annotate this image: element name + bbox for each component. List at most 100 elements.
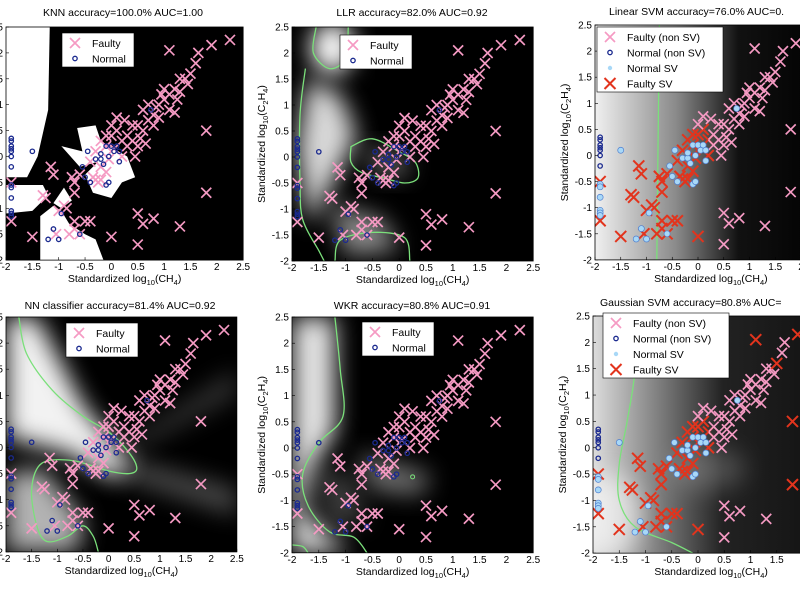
faulty-point <box>712 118 725 130</box>
faulty-point <box>339 497 352 509</box>
y-tick-label: 2 <box>0 48 3 59</box>
faulty-point <box>482 47 494 59</box>
faulty-point <box>100 140 112 152</box>
faulty-point <box>452 44 464 57</box>
faulty-sv-point <box>649 520 663 534</box>
x-tick-label: 0 <box>106 554 112 565</box>
faulty-point <box>195 415 207 428</box>
faulty-point <box>739 402 751 414</box>
axes-frame <box>5 316 238 553</box>
normal-legend-marker <box>350 57 356 64</box>
normal-point <box>436 397 443 404</box>
faulty-point <box>144 410 156 422</box>
normal-sv-point <box>631 528 639 536</box>
y-tick-label: -1.5 <box>0 521 3 532</box>
faulty-point <box>356 187 368 200</box>
y-tick-label: 0 <box>584 443 590 454</box>
faulty-point <box>444 88 456 101</box>
normal-point <box>74 522 81 529</box>
faulty-point <box>790 37 800 49</box>
legend-label: Normal (non SV) <box>633 334 711 346</box>
y-tick-label: 1 <box>283 391 289 402</box>
normal-point <box>294 455 301 462</box>
faulty-point <box>726 428 738 441</box>
y-tick-label: -1 <box>581 496 590 507</box>
x-axis-label-part: (CH <box>742 566 761 578</box>
y-tick-label: 0 <box>0 152 3 163</box>
faulty-point <box>292 216 303 228</box>
legend: Faulty Normal <box>361 321 435 357</box>
x-tick-label: 1 <box>157 554 163 565</box>
faulty-point <box>326 192 338 205</box>
faulty-point <box>734 410 746 422</box>
y-tick-label: 2 <box>283 49 289 60</box>
x-tick-label: -1.5 <box>310 555 328 566</box>
faulty-point <box>38 483 51 495</box>
normal-point <box>113 439 120 446</box>
normal-sv-point <box>617 146 625 154</box>
faulty-point <box>495 329 507 341</box>
x-axis-label: Standardized log10(CH4) <box>65 565 179 579</box>
y-axis-label-part: H <box>557 383 569 391</box>
faulty-point <box>409 140 421 153</box>
faulty-point <box>26 522 38 535</box>
faulty-point <box>177 368 189 381</box>
normal-point <box>294 473 301 480</box>
faulty-point <box>406 114 419 127</box>
y-axis-label: Standardized log10(C2H4) <box>256 376 270 494</box>
normal-point <box>372 148 378 155</box>
normal-point <box>385 447 392 454</box>
faulty-point <box>393 410 405 423</box>
decision-region <box>6 468 83 552</box>
faulty-point <box>444 379 456 391</box>
faulty-point <box>463 221 475 233</box>
normal-sv-point <box>702 439 710 446</box>
plot-area <box>292 27 534 261</box>
normal-point <box>294 148 301 155</box>
x-tick-label: 0 <box>695 262 701 273</box>
axes-frame <box>594 24 800 261</box>
y-tick-label: 0.5 <box>275 127 289 138</box>
x-tick-label: -1 <box>642 262 651 273</box>
normal-point <box>8 439 14 446</box>
y-tick-label: -1 <box>0 495 3 506</box>
normal-sv-point <box>636 518 644 525</box>
x-axis-label-part: ) <box>466 566 470 578</box>
faulty-point <box>205 39 218 51</box>
normal-point <box>294 426 301 433</box>
normal-point <box>294 211 301 218</box>
normal-point <box>110 434 117 440</box>
x-axis-label-part: 4 <box>174 278 178 287</box>
faulty-point <box>174 220 186 233</box>
legend-label: Faulty <box>96 328 125 340</box>
faulty-sv-point <box>650 227 664 241</box>
faulty-point <box>356 177 368 189</box>
faulty-legend-marker <box>69 37 81 49</box>
x-tick-label: 2.5 <box>526 263 540 274</box>
y-tick-label: -1 <box>280 496 289 507</box>
normal-point <box>8 486 14 493</box>
faulty-point <box>473 358 486 370</box>
normal-point <box>345 502 352 509</box>
normal-point <box>8 426 14 433</box>
faulty-point <box>420 500 432 512</box>
faulty-point <box>163 44 175 56</box>
faulty-point <box>82 507 94 519</box>
faulty-sv-point <box>670 507 684 520</box>
normal-point <box>396 143 403 150</box>
normal-point <box>8 153 15 160</box>
normal-point <box>8 138 15 144</box>
faulty-point <box>420 431 432 444</box>
normal-point <box>98 452 104 459</box>
faulty-point <box>482 337 494 349</box>
decision-boundary <box>301 317 368 553</box>
y-tick-label: -2 <box>280 548 289 559</box>
normal-sv-point <box>702 449 710 457</box>
normal-point <box>144 397 150 404</box>
x-tick-label: -1.5 <box>310 263 328 274</box>
decision-boundary <box>298 68 325 261</box>
x-tick-label: -2 <box>589 555 598 566</box>
faulty-point <box>460 384 472 396</box>
y-axis-label-part: 2 <box>562 391 571 395</box>
x-axis-label-part: Standardized log <box>654 566 733 578</box>
